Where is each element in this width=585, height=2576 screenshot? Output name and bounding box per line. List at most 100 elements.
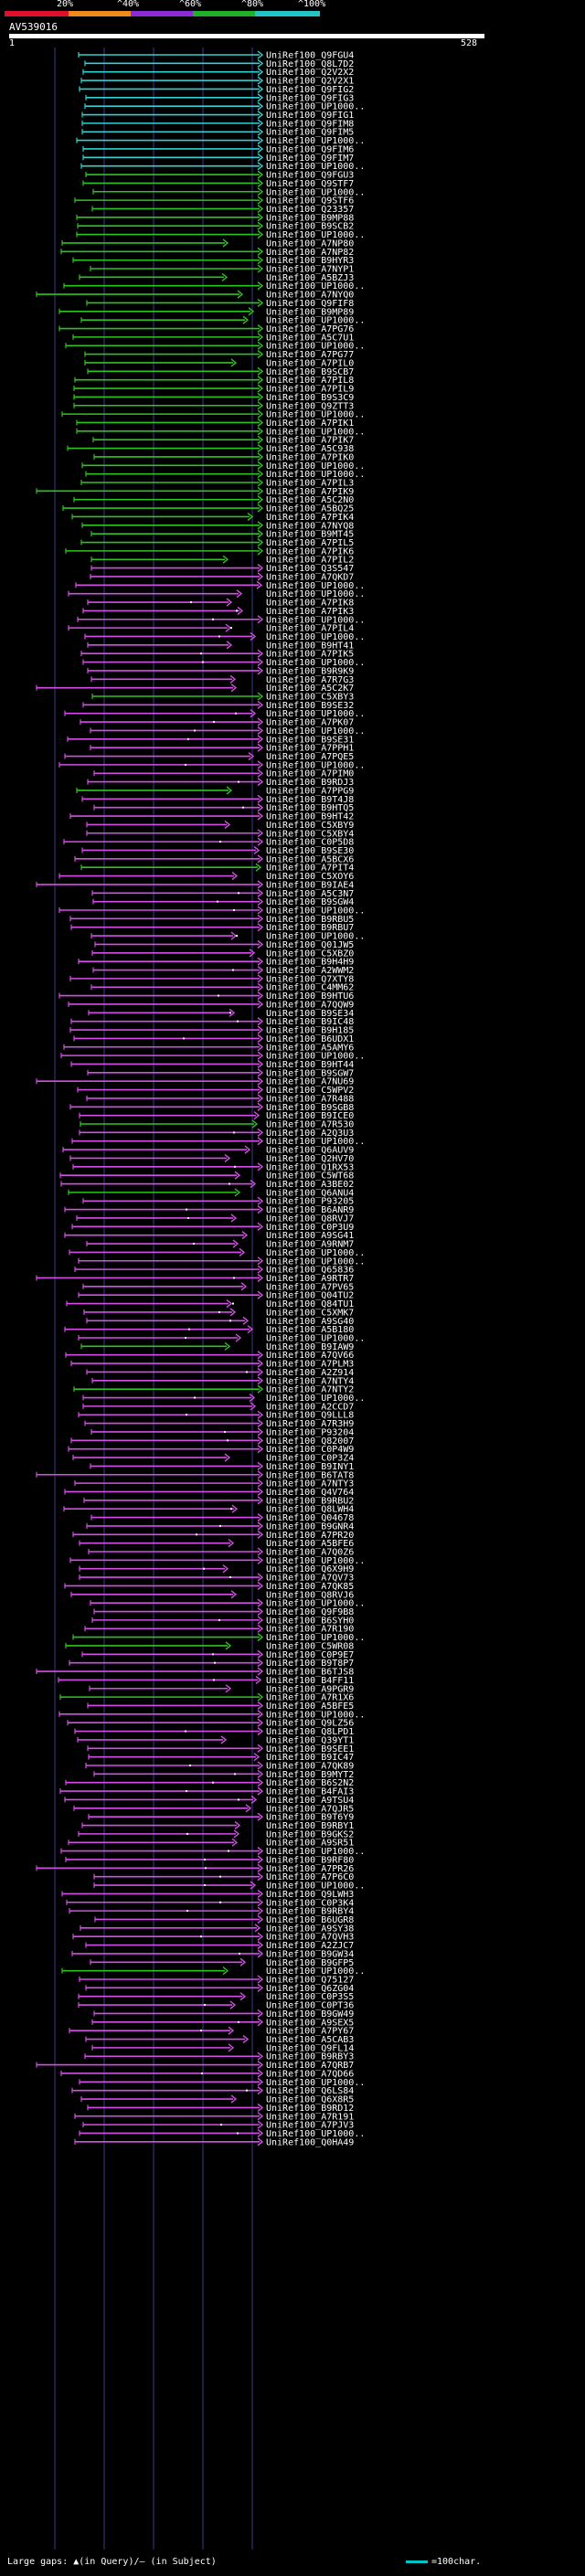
- hit-row[interactable]: UniRef100_B9HTQ5: [93, 803, 354, 813]
- hit-label[interactable]: UniRef100_B9MYT2: [266, 1770, 354, 1780]
- hit-label[interactable]: UniRef100_B9H185: [266, 1026, 354, 1036]
- hit-label[interactable]: UniRef100_Q04TU2: [266, 1291, 354, 1301]
- hit-row[interactable]: UniRef100_C5XBY9: [86, 820, 354, 831]
- hit-label[interactable]: UniRef100_A7PIK0: [266, 452, 354, 462]
- hit-row[interactable]: UniRef100_A7NYP1: [90, 264, 354, 275]
- hit-label[interactable]: UniRef100_B9RBY3: [266, 2052, 354, 2062]
- hit-label[interactable]: UniRef100_A7PIL0: [266, 358, 354, 368]
- hit-row[interactable]: UniRef100_A5C2N0: [73, 495, 354, 505]
- hit-row[interactable]: UniRef100_A5AMY6: [63, 1043, 354, 1053]
- hit-label[interactable]: UniRef100_UP1000..: [266, 1966, 365, 1977]
- hit-row[interactable]: UniRef100_UP1000..: [60, 1051, 365, 1062]
- hit-label[interactable]: UniRef100_Q82007: [266, 1436, 354, 1447]
- hit-label[interactable]: UniRef100_UP1000..: [266, 230, 365, 240]
- hit-row[interactable]: UniRef100_B9IC47: [88, 1753, 354, 1763]
- hit-row[interactable]: UniRef100_UP1000..: [63, 281, 365, 292]
- hit-label[interactable]: UniRef100_A7R190: [266, 1625, 354, 1635]
- hit-label[interactable]: UniRef100_B9RBU5: [266, 915, 354, 925]
- hit-label[interactable]: UniRef100_B9IAW9: [266, 1342, 354, 1352]
- hit-row[interactable]: UniRef100_A5C3N7: [91, 888, 354, 899]
- hit-row[interactable]: UniRef100_Q9FIM5: [81, 127, 354, 138]
- hit-row[interactable]: UniRef100_A7NYQ0: [36, 290, 354, 301]
- hit-row[interactable]: UniRef100_UP1000..: [76, 427, 365, 437]
- hit-label[interactable]: UniRef100_Q0HA49: [266, 2137, 354, 2147]
- hit-row[interactable]: UniRef100_A9RNM7: [86, 1239, 354, 1250]
- hit-label[interactable]: UniRef100_UP1000..: [266, 342, 365, 352]
- hit-label[interactable]: UniRef100_C0P3U9: [266, 1223, 354, 1233]
- hit-label[interactable]: UniRef100_Q6X9H9: [266, 1564, 354, 1574]
- hit-row[interactable]: UniRef100_B9HT42: [69, 811, 354, 822]
- hit-row[interactable]: UniRef100_B9RBY4: [69, 1906, 354, 1917]
- hit-row[interactable]: UniRef100_A7R1X6: [59, 1692, 354, 1703]
- hit-label[interactable]: UniRef100_UP1000..: [266, 136, 365, 146]
- hit-row[interactable]: UniRef100_UP1000..: [90, 1598, 365, 1609]
- hit-row[interactable]: UniRef100_B9SE30: [81, 845, 354, 856]
- hit-row[interactable]: UniRef100_Q1RX53: [72, 1162, 354, 1172]
- hit-row[interactable]: UniRef100_A7PG77: [84, 350, 354, 360]
- hit-label[interactable]: UniRef100_UP1000..: [266, 187, 365, 197]
- hit-row[interactable]: UniRef100_A7PIK4: [71, 512, 354, 523]
- hit-row[interactable]: UniRef100_Q8RVJ6: [70, 1590, 354, 1600]
- hit-row[interactable]: UniRef100_UP1000..: [58, 1710, 365, 1720]
- hit-label[interactable]: UniRef100_UP1000..: [266, 162, 365, 172]
- hit-label[interactable]: UniRef100_A7NTY4: [266, 1376, 354, 1386]
- hit-row[interactable]: UniRef100_C0P4W9: [68, 1445, 354, 1455]
- hit-label[interactable]: UniRef100_A7QV73: [266, 1574, 354, 1584]
- hit-label[interactable]: UniRef100_B9T4J8: [266, 795, 354, 805]
- hit-label[interactable]: UniRef100_UP1000..: [266, 102, 365, 112]
- hit-row[interactable]: UniRef100_B6SYH0: [91, 1616, 354, 1626]
- hit-label[interactable]: UniRef100_Q6LS84: [266, 2086, 354, 2096]
- hit-label[interactable]: UniRef100_A5B180: [266, 1325, 354, 1335]
- hit-row[interactable]: UniRef100_B9H4H9: [78, 957, 354, 968]
- hit-label[interactable]: UniRef100_A7PIT4: [266, 864, 354, 874]
- hit-row[interactable]: UniRef100_Q75127: [79, 1975, 354, 1986]
- hit-row[interactable]: UniRef100_A7NYQ8: [81, 521, 354, 531]
- hit-label[interactable]: UniRef100_Q2HV70: [266, 1154, 354, 1164]
- hit-label[interactable]: UniRef100_A7QK85: [266, 1582, 354, 1592]
- hit-row[interactable]: UniRef100_UP1000..: [84, 101, 365, 112]
- hit-label[interactable]: UniRef100_B9S3C9: [266, 393, 354, 403]
- hit-label[interactable]: UniRef100_UP1000..: [266, 2129, 365, 2139]
- hit-label[interactable]: UniRef100_UP1000..: [266, 932, 365, 942]
- hit-label[interactable]: UniRef100_A7PIL5: [266, 538, 354, 548]
- hit-row[interactable]: UniRef100_UP1000..: [76, 230, 365, 240]
- hit-label[interactable]: UniRef100_B9RD12: [266, 2104, 354, 2114]
- hit-row[interactable]: UniRef100_C0P9E7: [81, 1649, 354, 1660]
- hit-label[interactable]: UniRef100_A7NTY3: [266, 1479, 354, 1489]
- hit-row[interactable]: UniRef100_UP1000..: [60, 1847, 365, 1857]
- hit-label[interactable]: UniRef100_A7NP80: [266, 239, 354, 249]
- hit-row[interactable]: UniRef100_A7PIL9: [73, 384, 354, 395]
- hit-row[interactable]: UniRef100_A7NP82: [60, 247, 354, 258]
- hit-label[interactable]: UniRef100_B9INY1: [266, 1462, 354, 1472]
- hit-row[interactable]: UniRef100_A7QQW9: [68, 1000, 354, 1010]
- hit-row[interactable]: UniRef100_B4FF11: [58, 1675, 354, 1686]
- hit-label[interactable]: UniRef100_A7PJV3: [266, 2121, 354, 2131]
- hit-row[interactable]: UniRef100_B9SGW7: [87, 1068, 354, 1078]
- hit-row[interactable]: UniRef100_Q6X8R5: [80, 2094, 354, 2105]
- hit-row[interactable]: UniRef100_A7PIK7: [92, 435, 354, 446]
- hit-label[interactable]: UniRef100_UP1000..: [266, 581, 365, 591]
- hit-row[interactable]: UniRef100_A5BFE6: [79, 1539, 354, 1549]
- hit-row[interactable]: UniRef100_B9GKS2: [78, 1829, 354, 1839]
- hit-row[interactable]: UniRef100_C5WPV2: [77, 1086, 354, 1096]
- hit-row[interactable]: UniRef100_B4FAI3: [59, 1786, 354, 1797]
- hit-label[interactable]: UniRef100_A7PIL4: [266, 624, 354, 634]
- hit-label[interactable]: UniRef100_B9HTQ5: [266, 803, 354, 813]
- hit-label[interactable]: UniRef100_UP1000..: [266, 1334, 365, 1344]
- hit-row[interactable]: UniRef100_B9IAE4: [36, 880, 354, 890]
- hit-label[interactable]: UniRef100_A7PIL3: [266, 479, 354, 489]
- hit-label[interactable]: UniRef100_A3BE02: [266, 1180, 354, 1190]
- hit-row[interactable]: UniRef100_B9MT45: [90, 529, 354, 540]
- hit-label[interactable]: UniRef100_UP1000..: [266, 1256, 365, 1267]
- hit-label[interactable]: UniRef100_UP1000..: [266, 632, 365, 642]
- hit-label[interactable]: UniRef100_Q39YT1: [266, 1735, 354, 1745]
- hit-label[interactable]: UniRef100_UP1000..: [266, 1248, 365, 1258]
- hit-label[interactable]: UniRef100_B9GW49: [266, 2009, 354, 2019]
- hit-row[interactable]: UniRef100_B9RBU7: [70, 923, 354, 933]
- hit-row[interactable]: UniRef100_A7PPH1: [90, 743, 354, 754]
- hit-row[interactable]: UniRef100_A7R190: [84, 1624, 354, 1635]
- hit-row[interactable]: UniRef100_A9SG41: [64, 1231, 354, 1241]
- hit-label[interactable]: UniRef100_C0P5D8: [266, 838, 354, 848]
- hit-label[interactable]: UniRef100_A5BFE5: [266, 1701, 354, 1712]
- hit-label[interactable]: UniRef100_A9SEX5: [266, 2018, 354, 2028]
